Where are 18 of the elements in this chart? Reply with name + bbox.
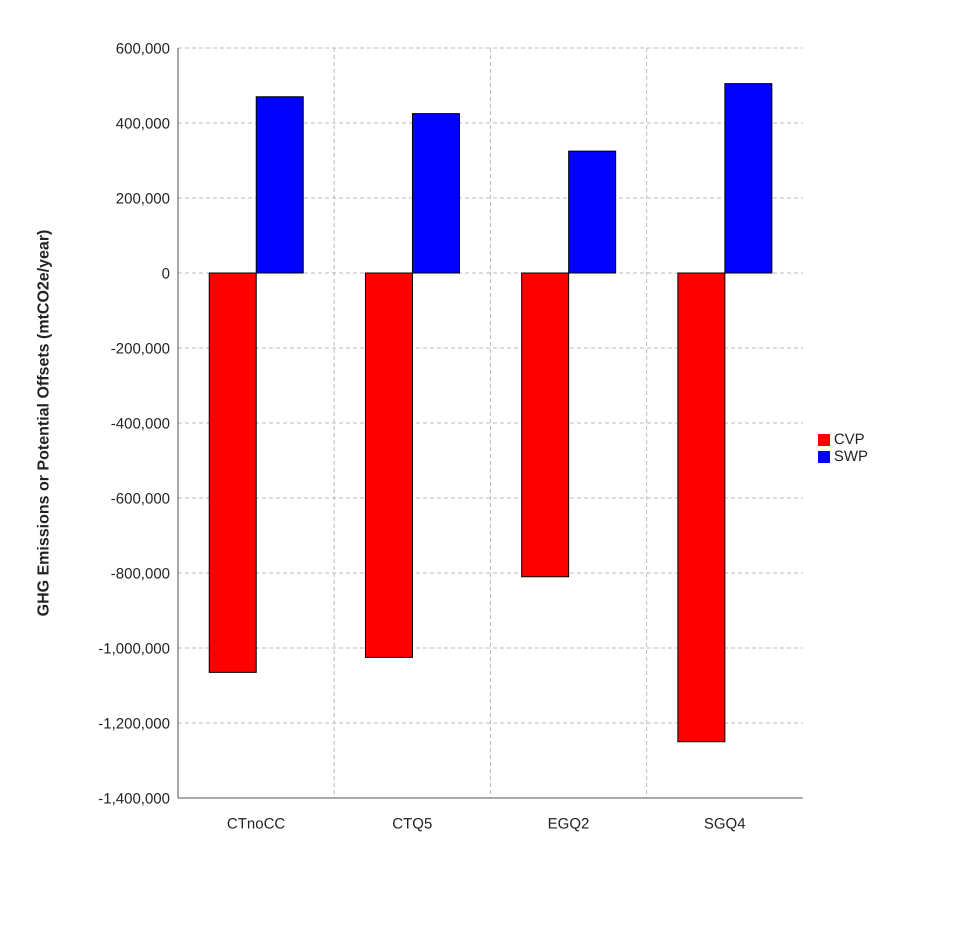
y-tick-label: -400,000 [110, 415, 170, 432]
y-tick-label: -200,000 [110, 340, 170, 358]
x-tick-label: EGQ2 [548, 816, 590, 833]
x-tick-label: SGQ4 [704, 816, 746, 833]
x-tick-label: CTnoCC [226, 816, 286, 833]
y-tick-label: 600,000 [116, 40, 170, 58]
y-tick-label: -1,000,000 [98, 640, 170, 658]
legend-label: SWP [834, 448, 868, 465]
y-axis-title: GHG Emissions or Potential Offsets (mtCO2e/year) [36, 230, 53, 616]
y-tick-label: -1,400,000 [98, 790, 170, 808]
y-tick-label: -800,000 [110, 565, 170, 582]
legend-label: CVP [834, 431, 865, 448]
y-tick-label: 0 [162, 265, 170, 282]
y-tick-label: -1,200,000 [98, 715, 170, 732]
x-tick-label: CTQ5 [392, 816, 432, 833]
y-tick-label: -600,000 [110, 490, 170, 508]
y-tick-label: 200,000 [116, 190, 170, 208]
y-tick-label: 400,000 [116, 115, 170, 132]
